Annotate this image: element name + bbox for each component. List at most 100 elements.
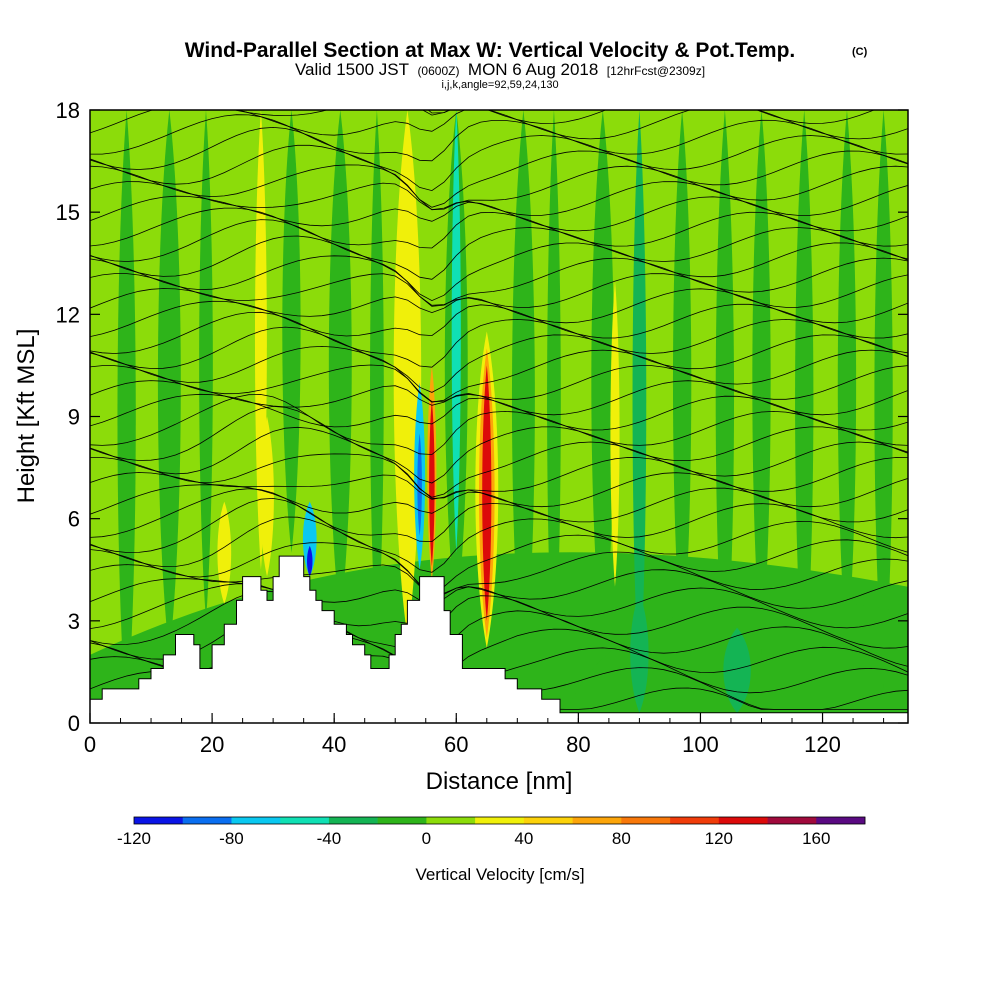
plot-field bbox=[90, 110, 908, 723]
downdraft-band bbox=[451, 110, 461, 553]
colorbar-swatch bbox=[621, 817, 671, 824]
y-axis-label: Height [Kft MSL] bbox=[13, 329, 40, 504]
y-tick-label: 3 bbox=[68, 609, 80, 634]
colorbar-tick-label: -120 bbox=[117, 829, 151, 848]
isentrope-line bbox=[90, 207, 908, 249]
y-tick-label: 0 bbox=[68, 711, 80, 736]
velocity-streak bbox=[117, 110, 136, 723]
colorbar: -120 -80 -40 0 40 80 120 160 bbox=[117, 816, 866, 848]
colorbar-swatch bbox=[231, 817, 281, 824]
x-tick-label: 60 bbox=[444, 732, 468, 757]
isentrope-line bbox=[90, 326, 908, 393]
colorbar-swatch bbox=[718, 817, 768, 824]
x-tick-label: 120 bbox=[804, 732, 841, 757]
colorbar-tick-label: -80 bbox=[219, 829, 244, 848]
colorbar-swatch bbox=[523, 817, 573, 824]
y-tick-label: 9 bbox=[68, 405, 80, 430]
x-axis-label: Distance [nm] bbox=[426, 768, 573, 795]
isentrope-line bbox=[90, 380, 908, 416]
isentrope-line bbox=[90, 516, 908, 592]
updraft-low bbox=[260, 416, 274, 577]
velocity-streak bbox=[632, 110, 647, 689]
x-axis: 0 20 40 60 80 100 120 bbox=[84, 713, 885, 757]
valid-time-line: Valid 1500 JST (0600Z) MON 6 Aug 2018 [1… bbox=[295, 60, 705, 79]
colorbar-swatch bbox=[182, 817, 232, 824]
updraft-envelope bbox=[393, 110, 422, 638]
isentrope-line bbox=[90, 564, 908, 609]
isentrope-line bbox=[90, 181, 908, 216]
isentrope-line bbox=[90, 590, 908, 667]
valid-date: MON 6 Aug 2018 bbox=[468, 60, 598, 79]
downdraft-band bbox=[302, 501, 317, 577]
isentrope-line bbox=[90, 235, 908, 302]
colorbar-swatch bbox=[134, 817, 184, 824]
colorbar-swatch bbox=[280, 817, 330, 824]
isentrope-line bbox=[90, 273, 908, 308]
isentrope-line bbox=[90, 453, 908, 499]
isentrope-line bbox=[90, 255, 908, 307]
velocity-streak bbox=[370, 110, 384, 655]
velocity-streak bbox=[547, 110, 561, 689]
updraft-weak bbox=[610, 280, 620, 587]
colorbar-tick-label: 0 bbox=[422, 829, 431, 848]
y-axis: 0 3 6 9 12 15 18 bbox=[56, 98, 908, 736]
isentrope-line bbox=[90, 288, 908, 324]
velocity-streak bbox=[752, 110, 771, 655]
colorbar-tick-label: 120 bbox=[705, 829, 733, 848]
x-tick-label: 100 bbox=[682, 732, 719, 757]
y-tick-label: 15 bbox=[56, 200, 80, 225]
isentrope-line bbox=[90, 394, 908, 455]
y-tick-label: 12 bbox=[56, 302, 80, 327]
colorbar-swatch bbox=[816, 817, 866, 824]
isentrope-line bbox=[90, 472, 908, 508]
x-tick-label: 0 bbox=[84, 732, 96, 757]
valid-time-utc: (0600Z) bbox=[417, 64, 459, 78]
isentrope-line bbox=[90, 488, 908, 543]
velocity-streak bbox=[199, 110, 213, 621]
y-tick-label: 6 bbox=[68, 507, 80, 532]
isentrope-line bbox=[90, 164, 908, 211]
colorbar-swatch bbox=[377, 817, 427, 824]
isentrope-line bbox=[233, 110, 876, 124]
isentrope-line bbox=[90, 126, 908, 192]
copyright-mark: (C) bbox=[852, 46, 868, 58]
colorbar-swatch bbox=[328, 817, 378, 824]
updraft-core bbox=[482, 365, 492, 621]
updraft-low bbox=[217, 501, 232, 604]
isentrope-line bbox=[90, 426, 908, 498]
colorbar-swatch bbox=[767, 817, 817, 824]
isentrope-line bbox=[90, 345, 908, 403]
isentrope-line bbox=[90, 484, 908, 523]
velocity-streak bbox=[723, 627, 751, 713]
isentrope-line bbox=[90, 405, 908, 484]
velocity-streak bbox=[874, 110, 893, 689]
colorbar-swatch bbox=[572, 817, 622, 824]
isentrope-line bbox=[90, 311, 908, 368]
x-tick-label: 40 bbox=[322, 732, 346, 757]
downdraft-core bbox=[307, 545, 313, 577]
colorbar-tick-label: 40 bbox=[514, 829, 533, 848]
isentrope-line bbox=[90, 364, 908, 403]
colorbar-tick-label: 80 bbox=[612, 829, 631, 848]
isentrope-line bbox=[90, 110, 908, 140]
y-tick-label: 18 bbox=[56, 98, 80, 123]
isentrope-line bbox=[90, 144, 908, 208]
valid-time-prefix: Valid 1500 JST bbox=[295, 60, 409, 79]
isentrope-line bbox=[90, 583, 908, 649]
grid-indices: i,j,k,angle=92,59,24,130 bbox=[441, 79, 558, 91]
velocity-streak bbox=[795, 110, 814, 689]
forecast-label: [12hrFcst@2309z] bbox=[607, 64, 705, 78]
velocity-streak bbox=[328, 110, 352, 621]
colorbar-swatch bbox=[475, 817, 525, 824]
velocity-streak bbox=[630, 593, 649, 713]
isentrope-line bbox=[90, 542, 908, 596]
terrain-mask bbox=[90, 555, 908, 723]
isentrope-line bbox=[90, 219, 908, 280]
isentrope-line bbox=[90, 114, 908, 162]
isentrope-contours bbox=[90, 110, 908, 710]
colorbar-swatch bbox=[426, 817, 476, 824]
colorbar-swatch bbox=[670, 817, 720, 824]
chart-title: Wind-Parallel Section at Max W: Vertical… bbox=[185, 39, 796, 62]
velocity-streak bbox=[672, 110, 692, 655]
